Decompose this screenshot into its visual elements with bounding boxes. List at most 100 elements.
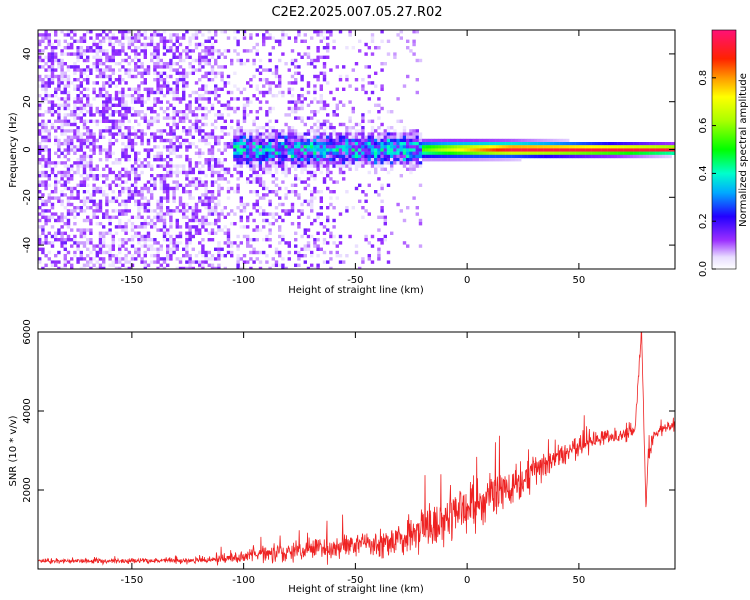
heatmap-cell xyxy=(175,138,179,143)
heatmap-cell xyxy=(242,113,247,117)
heatmap-cell xyxy=(182,36,186,40)
heatmap-cell xyxy=(41,209,45,213)
heatmap-cell xyxy=(70,129,74,133)
heatmap-cell xyxy=(294,177,298,181)
heatmap-cell xyxy=(153,215,157,219)
heatmap-cell xyxy=(204,58,208,63)
heatmap-cell xyxy=(98,90,103,95)
heatmap-cell xyxy=(313,142,317,146)
heatmap-cell xyxy=(140,244,144,248)
heatmap-cell xyxy=(118,161,122,165)
heatmap-cell xyxy=(41,199,45,203)
heatmap-cell xyxy=(127,39,131,43)
heatmap-cell xyxy=(380,158,384,162)
heatmap-cell xyxy=(412,42,416,47)
heatmap-cell xyxy=(297,257,301,261)
heatmap-cell xyxy=(63,113,67,117)
heatmap-cell xyxy=(63,257,67,261)
heatmap-cell xyxy=(153,260,157,264)
heatmap-cell xyxy=(79,135,83,139)
heatmap-cell xyxy=(386,129,391,133)
heatmap-cell xyxy=(38,145,42,149)
heatmap-cell xyxy=(70,263,74,267)
heatmap-cell xyxy=(124,212,128,216)
heatmap-cell xyxy=(313,241,317,245)
heatmap-cell xyxy=(332,46,336,50)
heatmap-cell xyxy=(127,106,131,111)
heatmap-cell xyxy=(412,138,416,143)
heatmap-cell xyxy=(50,100,55,104)
heatmap-cell xyxy=(182,87,186,91)
heatmap-cell xyxy=(127,30,131,34)
heatmap-cell xyxy=(166,228,170,232)
heatmap-cell xyxy=(153,116,157,120)
heatmap-cell xyxy=(95,190,99,194)
heatmap-cell xyxy=(329,170,333,175)
heatmap-cell xyxy=(66,81,71,85)
heatmap-cell xyxy=(409,129,413,133)
heatmap-cell xyxy=(242,49,247,53)
heatmap-cell xyxy=(300,74,304,79)
heatmap-cell xyxy=(271,180,275,184)
heatmap-cell xyxy=(162,62,167,66)
heatmap-cell xyxy=(98,94,103,98)
heatmap-cell xyxy=(223,266,227,269)
heatmap-cell xyxy=(418,138,423,143)
heatmap-cell xyxy=(178,142,183,146)
heatmap-cell xyxy=(124,33,128,37)
heatmap-cell xyxy=(130,222,135,226)
heatmap-cell xyxy=(399,119,403,123)
heatmap-cell xyxy=(550,151,554,155)
heatmap-cell xyxy=(169,129,173,133)
heatmap-cell xyxy=(156,87,160,91)
heatmap-cell xyxy=(274,138,279,143)
heatmap-cell xyxy=(332,145,336,149)
heatmap-cell xyxy=(201,202,205,207)
heatmap-cell xyxy=(354,62,359,66)
heatmap-cell xyxy=(44,158,48,162)
heatmap-cell xyxy=(198,103,202,107)
heatmap-cell xyxy=(207,199,211,203)
heatmap-cell xyxy=(399,30,403,34)
heatmap-cell xyxy=(86,228,90,232)
heatmap-cell xyxy=(134,36,138,40)
heatmap-cell xyxy=(130,238,135,242)
heatmap-cell xyxy=(54,94,58,98)
heatmap-cell xyxy=(175,71,179,75)
heatmap-cell xyxy=(63,52,67,56)
heatmap-cell xyxy=(105,33,109,37)
heatmap-cell xyxy=(322,180,327,184)
heatmap-cell xyxy=(44,215,48,219)
heatmap-cell xyxy=(194,215,199,219)
heatmap-cell xyxy=(178,241,183,245)
heatmap-cell xyxy=(412,161,416,165)
heatmap-cell xyxy=(156,202,160,207)
heatmap-cell xyxy=(98,132,103,136)
heatmap-cell xyxy=(514,158,519,162)
heatmap-cell xyxy=(242,132,247,136)
heatmap-cell xyxy=(390,148,394,152)
heatmap-cell xyxy=(300,145,304,149)
heatmap-cell xyxy=(47,209,51,213)
heatmap-cell xyxy=(137,110,141,114)
heatmap-cell xyxy=(246,129,250,133)
heatmap-cell xyxy=(329,177,333,181)
heatmap-cell xyxy=(316,215,320,219)
heatmap-cell xyxy=(137,250,141,255)
heatmap-cell xyxy=(156,215,160,219)
heatmap-cell xyxy=(326,186,330,191)
heatmap-cell xyxy=(255,49,259,53)
heatmap-cell xyxy=(210,222,215,226)
heatmap-cell xyxy=(50,215,55,219)
heatmap-cell xyxy=(86,145,90,149)
heatmap-cell xyxy=(50,106,55,111)
heatmap-cell xyxy=(140,138,144,143)
heatmap-cell xyxy=(150,174,154,178)
heatmap-cell xyxy=(111,110,115,114)
heatmap-cell xyxy=(169,49,173,53)
heatmap-cell xyxy=(102,110,106,114)
heatmap-cell xyxy=(102,263,106,267)
heatmap-cell xyxy=(60,78,64,82)
heatmap-cell xyxy=(146,154,151,159)
heatmap-cell xyxy=(406,148,410,152)
